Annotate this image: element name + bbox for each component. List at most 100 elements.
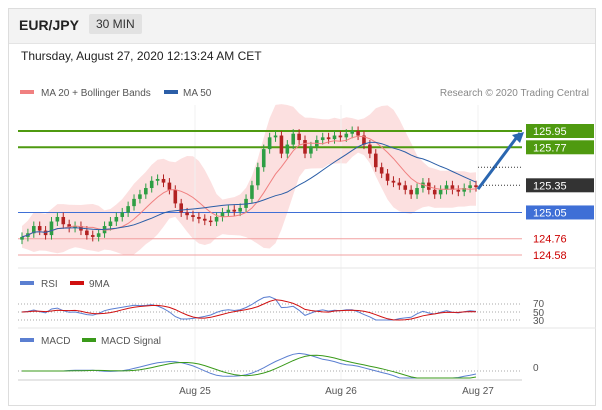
candle-body <box>55 216 60 222</box>
candle-body <box>273 135 278 138</box>
candle-body <box>391 180 396 183</box>
candle-body <box>474 185 478 188</box>
candle-body <box>49 221 54 236</box>
candle-body <box>179 203 183 213</box>
candle-body <box>114 216 119 222</box>
ma20-legend-label: MA 20 + Bollinger Bands <box>41 88 151 99</box>
candle-body <box>385 173 390 181</box>
candle-body <box>332 135 337 140</box>
ma20-line <box>21 135 477 238</box>
candle-body <box>191 215 195 217</box>
candle-body <box>279 135 284 154</box>
candle-body <box>456 189 461 192</box>
grid-lines <box>18 105 596 381</box>
rsi-line <box>21 296 477 321</box>
candle-body <box>344 133 349 138</box>
candle-body <box>226 209 231 213</box>
bollinger-bands <box>22 104 476 256</box>
candle-body <box>297 133 301 141</box>
candle-body <box>373 153 378 168</box>
macd-tick-0: 0 <box>533 363 539 374</box>
candle-body <box>267 137 272 150</box>
candle-body <box>67 224 71 228</box>
candle-body <box>320 137 325 141</box>
rsi-panel: RSI 9MA 70 50 30 <box>18 279 545 327</box>
candle-body <box>303 140 307 154</box>
candle-body <box>138 194 142 199</box>
candle-body <box>220 212 225 217</box>
candle-body <box>250 185 254 199</box>
main-legend: MA 20 + Bollinger Bands MA 50 Research ©… <box>20 88 589 99</box>
candle-body <box>132 198 136 207</box>
candle-body <box>120 212 125 217</box>
macd-legend-label: MACD <box>41 336 70 347</box>
candle-body <box>468 185 472 189</box>
candle-body <box>261 149 266 168</box>
candle-body <box>126 206 130 213</box>
x-label-aug25: Aug 25 <box>179 386 211 397</box>
macd-signal-line <box>22 354 477 379</box>
currency-pair-label: EUR/JPY <box>19 17 79 33</box>
candle-body <box>285 144 290 154</box>
rsi-tick-70: 70 <box>533 299 545 310</box>
candle-body <box>144 188 148 195</box>
candle-body <box>368 144 372 154</box>
candle-body <box>362 135 366 145</box>
candle-body <box>356 131 360 136</box>
credit-label: Research © 2020 Trading Central <box>440 88 589 99</box>
ma9-line <box>21 299 477 321</box>
candle-body <box>421 182 425 189</box>
candle-body <box>96 233 101 237</box>
level-label-125.95: 125.95 <box>533 126 567 138</box>
level-label-bg <box>526 124 594 138</box>
level-label-125.05: 125.05 <box>533 207 567 219</box>
level-label-bg <box>526 205 594 220</box>
candle-body <box>167 182 172 190</box>
x-label-aug26: Aug 26 <box>325 386 357 397</box>
level-label-124.58: 124.58 <box>533 250 567 262</box>
candle-body <box>238 207 242 212</box>
macd-line <box>22 352 477 379</box>
candle-body <box>202 218 207 221</box>
candle-body <box>173 189 178 204</box>
candle-body <box>149 180 154 189</box>
ma50-legend-swatch <box>164 90 178 94</box>
timeframe-badge[interactable]: 30 MIN <box>89 14 142 34</box>
candle-body <box>350 131 354 134</box>
candle-body <box>214 216 219 222</box>
macd-panel: MACD MACD Signal 0 <box>18 336 539 379</box>
ma9-legend-label: 9MA <box>89 279 110 290</box>
candle-body <box>462 188 467 192</box>
candle-body <box>161 178 166 183</box>
candle-body <box>256 167 260 186</box>
candle-body <box>338 135 343 138</box>
arrow-head <box>512 132 524 143</box>
level-label-bg <box>526 178 594 193</box>
candle-body <box>403 185 408 190</box>
level-label-125.35: 125.35 <box>533 180 567 192</box>
candle-body <box>438 189 443 195</box>
candle-body <box>208 220 213 223</box>
candle-body <box>326 137 331 140</box>
level-label-bg <box>526 140 594 155</box>
rsi-tick-50: 50 <box>533 308 545 319</box>
candle-body <box>397 182 402 186</box>
candle-body <box>415 188 419 195</box>
signal-legend-label: MACD Signal <box>101 336 161 347</box>
x-axis: Aug 25 Aug 26 Aug 27 <box>179 386 494 397</box>
candle-body <box>432 189 437 195</box>
ma50-legend-label: MA 50 <box>183 88 212 99</box>
candle-body <box>444 185 449 190</box>
candle-body <box>450 185 455 190</box>
ma50-line <box>21 141 477 238</box>
candle-body <box>309 146 313 154</box>
candle-body <box>379 167 384 174</box>
candle-body <box>108 221 113 227</box>
x-label-aug27: Aug 27 <box>462 386 494 397</box>
rsi-legend-swatch <box>20 281 34 285</box>
ma9-legend-swatch <box>70 281 84 285</box>
moving-averages <box>21 135 477 238</box>
candle-body <box>90 235 95 237</box>
candle-body <box>155 178 160 181</box>
